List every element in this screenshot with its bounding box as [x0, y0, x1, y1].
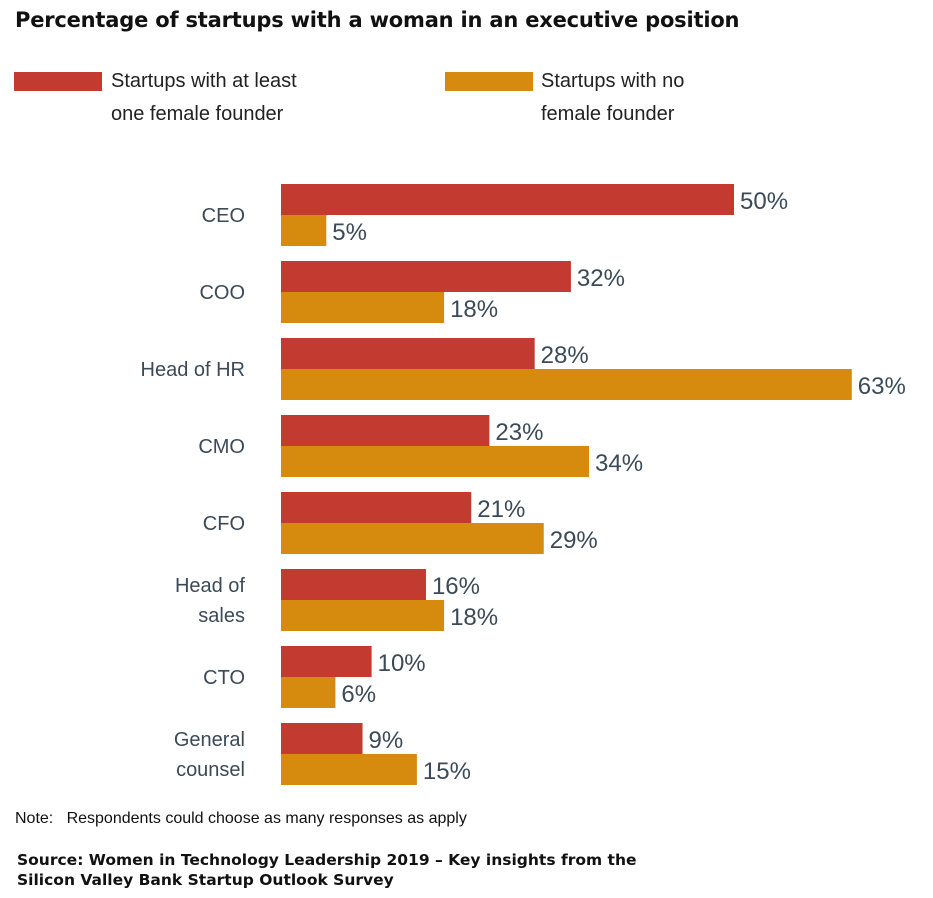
data-label: 29% — [550, 527, 598, 554]
category-label: CTO — [203, 667, 245, 689]
legend-label-line: Startups with no — [541, 70, 685, 92]
data-label: 28% — [541, 342, 589, 369]
data-label: 5% — [332, 219, 367, 246]
category-label-line: counsel — [176, 759, 245, 781]
bar-group-coo: COO 32% 18% — [199, 261, 625, 323]
legend-swatch-no-female-founder — [445, 72, 533, 91]
legend-label-line: Startups with at least — [111, 70, 297, 92]
legend-label-with-female-founder: Startups with at least one female founde… — [111, 65, 297, 131]
source-line: Source: Women in Technology Leadership 2… — [17, 851, 637, 869]
bar-cto-series-1 — [281, 646, 372, 677]
bar-ceo-series-2 — [281, 215, 327, 246]
data-label: 50% — [740, 188, 788, 215]
category-label-line: CTO — [203, 667, 245, 689]
category-label: Head of HR — [141, 359, 246, 381]
bar-head-of-sales-series-1 — [281, 569, 426, 600]
legend-label-line: one female founder — [111, 103, 284, 125]
data-label: 10% — [378, 650, 426, 677]
bar-group-cto: CTO 10%6% — [203, 646, 426, 708]
data-label: 18% — [450, 296, 498, 323]
bar-head-of-hr-series-1 — [281, 338, 535, 369]
source-line: Silicon Valley Bank Startup Outlook Surv… — [17, 871, 394, 889]
chart-title: Percentage of startups with a woman in a… — [15, 8, 740, 32]
bar-general-counsel-series-1 — [281, 723, 363, 754]
legend-label-line: female founder — [541, 103, 675, 125]
bar-coo-series-1 — [281, 261, 571, 292]
bar-cmo-series-2 — [281, 446, 590, 477]
category-label: Head of sales — [175, 575, 245, 627]
bar-ceo-series-1 — [281, 184, 734, 215]
bar-coo-series-2 — [281, 292, 445, 323]
category-label-line: CFO — [203, 513, 245, 535]
bar-group-general-counsel: General counsel 9% 15% — [174, 723, 471, 785]
data-label: 16% — [432, 573, 480, 600]
category-label: CMO — [198, 436, 245, 458]
bar-group-cfo: CFO 21% 29% — [203, 492, 598, 554]
bar-group-cmo: CMO 23% 34% — [198, 415, 643, 477]
category-label-line: CMO — [198, 436, 245, 458]
data-label: 34% — [595, 450, 643, 477]
category-label-line: COO — [199, 282, 245, 304]
data-label: 23% — [495, 419, 543, 446]
bar-cto-series-2 — [281, 677, 336, 708]
bar-cmo-series-1 — [281, 415, 490, 446]
chart-note: Note: Respondents could choose as many r… — [15, 810, 467, 827]
category-label-line: sales — [198, 605, 245, 627]
data-label: 32% — [577, 265, 625, 292]
category-label-line: CEO — [202, 205, 245, 227]
data-label: 6% — [341, 681, 376, 708]
category-label: COO — [199, 282, 245, 304]
data-label: 18% — [450, 604, 498, 631]
chart-source: Source: Women in Technology Leadership 2… — [17, 850, 637, 890]
data-label: 15% — [423, 758, 471, 785]
data-label: 63% — [858, 373, 906, 400]
data-label: 21% — [477, 496, 525, 523]
category-label: CFO — [203, 513, 245, 535]
category-label-line: Head of — [175, 575, 245, 597]
bar-head-of-sales-series-2 — [281, 600, 445, 631]
bar-group-head-of-sales: Head of sales 16% 18% — [175, 569, 498, 631]
data-label: 9% — [369, 727, 404, 754]
legend-swatch-with-female-founder — [14, 72, 102, 91]
category-label: General counsel — [174, 729, 245, 781]
bar-head-of-hr-series-2 — [281, 369, 852, 400]
category-label-line: General — [174, 729, 245, 751]
bar-group-head-of-hr: Head of HR 28% 63% — [141, 338, 906, 400]
legend-label-no-female-founder: Startups with no female founder — [541, 65, 684, 131]
bar-group-ceo: CEO 50% 5% — [202, 184, 788, 246]
category-label-line: Head of HR — [141, 359, 246, 381]
category-label: CEO — [202, 205, 245, 227]
bar-cfo-series-2 — [281, 523, 544, 554]
bar-cfo-series-1 — [281, 492, 472, 523]
bar-general-counsel-series-2 — [281, 754, 417, 785]
